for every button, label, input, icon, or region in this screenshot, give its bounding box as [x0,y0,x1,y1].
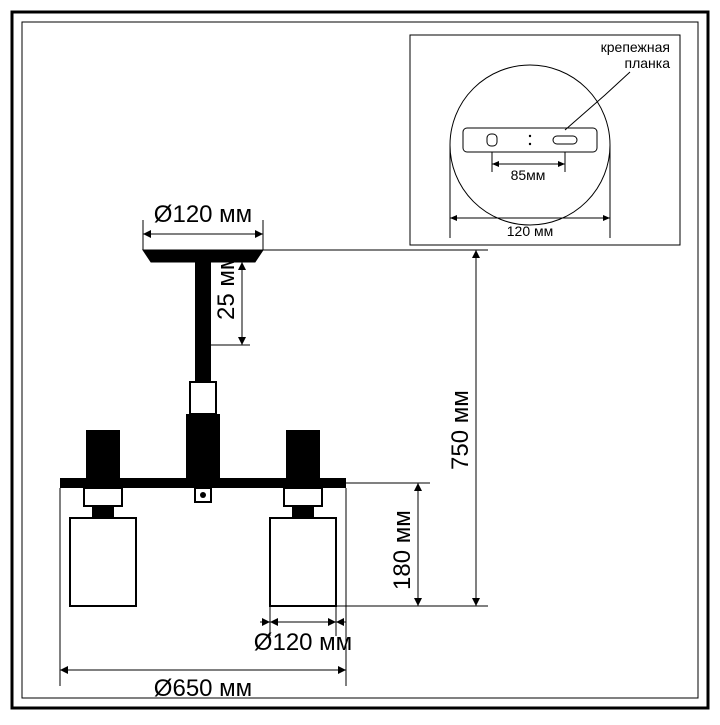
label-shade-180: 180 мм [389,510,416,590]
diagram-svg: крепежная планка 85мм 120 мм [0,0,720,720]
label-overall-650: Ø650 мм [154,675,252,702]
dim-overall-750: 750 мм [263,250,488,606]
arrow [450,215,457,221]
inset-panel: крепежная планка 85мм 120 мм [410,35,680,245]
arrow [603,215,610,221]
shade-left [70,518,136,606]
socket-rear-left [86,430,120,478]
dim-shade-120: Ø120 мм [254,606,352,656]
inset-screw-dot [529,135,531,137]
outer-border [12,12,708,708]
cross-arm [60,478,346,488]
chandelier [60,250,346,606]
socket-rear-right [286,430,320,478]
inset-label-line1: крепежная [601,39,670,55]
inset-slot-left [487,134,497,146]
shade-right [270,518,336,606]
arrow [492,161,499,167]
dim-stem-25: 25 мм [211,254,250,345]
inset-dim-85-label: 85мм [511,167,546,183]
center-screw [200,492,206,498]
coupling-top [190,382,216,414]
dim-shade-180: 180 мм [336,483,430,606]
inset-slot-right [553,136,577,144]
center-block [186,414,220,478]
lamp-left [70,488,136,606]
diagram-stage: крепежная планка 85мм 120 мм [0,0,720,720]
dim-canopy-120: Ø120 мм [143,201,263,250]
dim-overall-650: Ø650 мм [60,488,346,702]
label-canopy-120: Ø120 мм [154,201,252,228]
inset-screw-dot [529,143,531,145]
label-shade-120: Ø120 мм [254,629,352,656]
canopy [143,250,263,262]
arrow [558,161,565,167]
stem [195,262,211,382]
lamp-right [270,488,336,606]
inset-leader [565,72,630,130]
inset-dim-120-label: 120 мм [507,223,554,239]
inset-label-line2: планка [625,55,671,71]
label-stem-25: 25 мм [213,254,240,320]
inner-border [22,22,698,698]
label-overall-750: 750 мм [447,390,474,470]
